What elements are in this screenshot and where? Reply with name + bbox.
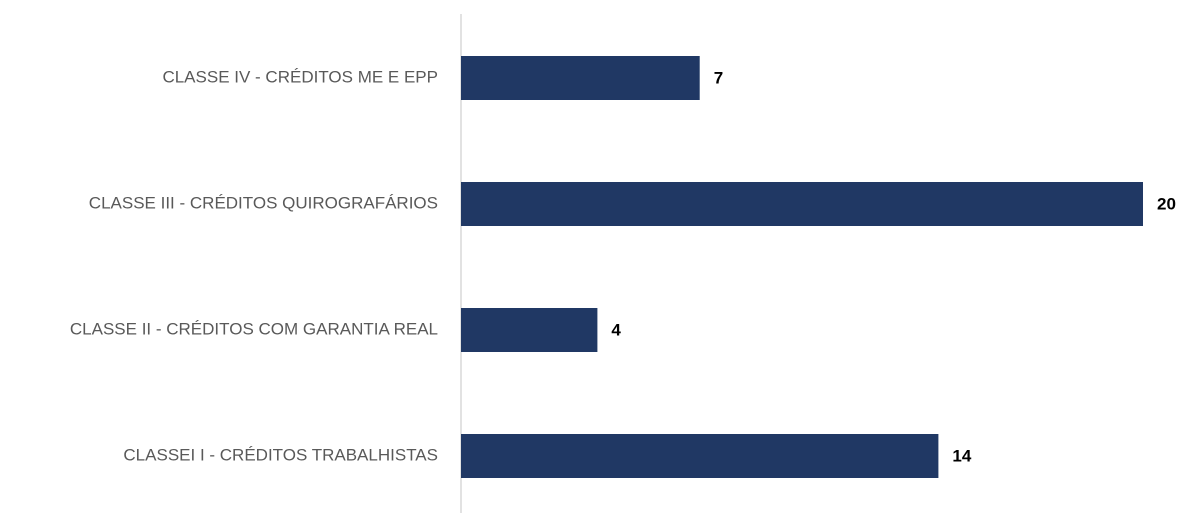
category-label: CLASSE IV - CRÉDITOS ME E EPP: [162, 67, 438, 86]
value-label: 7: [714, 68, 723, 87]
category-label: CLASSE III - CRÉDITOS QUIROGRAFÁRIOS: [89, 193, 438, 212]
value-label: 14: [952, 446, 971, 465]
bar: [461, 308, 598, 352]
bar: [461, 56, 700, 100]
bar: [461, 434, 939, 478]
category-label: CLASSEI I - CRÉDITOS TRABALHISTAS: [123, 445, 438, 464]
value-label: 20: [1157, 194, 1176, 213]
value-label: 4: [611, 320, 621, 339]
category-label: CLASSE II - CRÉDITOS COM GARANTIA REAL: [70, 319, 438, 338]
bar: [461, 182, 1143, 226]
